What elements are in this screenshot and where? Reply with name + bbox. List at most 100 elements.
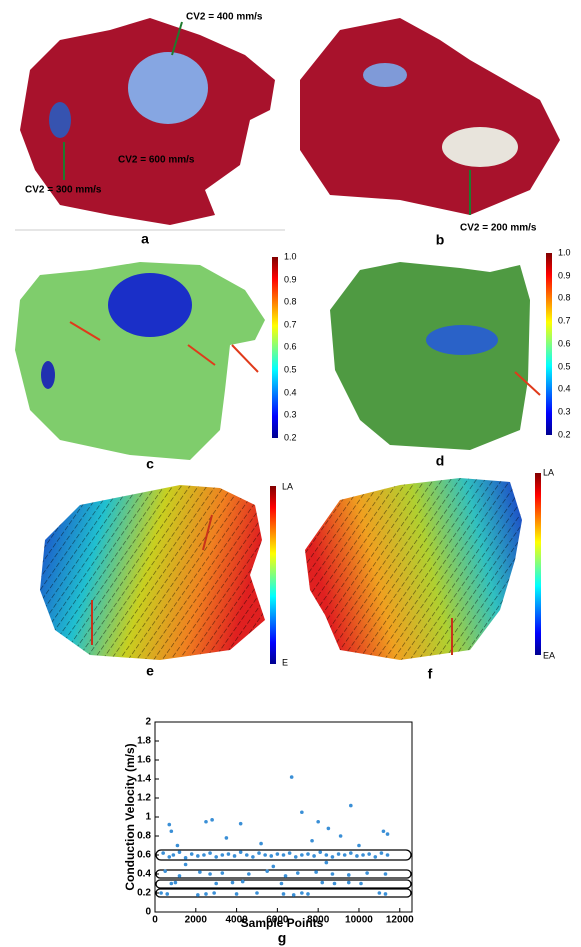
region	[49, 102, 71, 138]
x-tick-label: 2000	[185, 915, 208, 926]
region	[426, 325, 498, 355]
point	[170, 829, 174, 833]
point	[172, 853, 176, 857]
colorbar-label: 0.6	[284, 341, 297, 351]
point	[272, 865, 276, 869]
colorbar	[546, 253, 552, 435]
vector-field	[305, 478, 522, 660]
point	[257, 851, 261, 855]
y-tick-label: 1.8	[137, 736, 151, 747]
colorbar-label: 0.9	[284, 274, 297, 284]
panel-label: f	[428, 666, 433, 682]
colorbar-label: 0.8	[558, 292, 571, 302]
vector-field	[40, 485, 265, 660]
point	[357, 844, 361, 848]
panel-f: LA EA f	[305, 467, 555, 681]
point	[239, 850, 243, 854]
x-tick-label: 6000	[266, 915, 289, 926]
point	[196, 854, 200, 858]
point	[378, 891, 382, 895]
colorbar-label: 1.0	[558, 247, 571, 257]
colorbar	[272, 257, 278, 438]
annotation: CV2 = 600 mm/s	[118, 155, 195, 166]
point	[290, 775, 294, 779]
point	[382, 829, 386, 833]
point	[292, 893, 296, 897]
point	[365, 871, 369, 875]
point	[282, 892, 286, 896]
panel-e: LA E e	[40, 481, 293, 678]
point	[312, 854, 316, 858]
point	[314, 870, 318, 874]
point	[208, 872, 212, 876]
colorbar-label: 0.7	[558, 315, 571, 325]
point	[214, 882, 218, 886]
point	[198, 870, 202, 874]
heart-surface	[330, 262, 530, 450]
point	[347, 873, 351, 877]
point	[310, 839, 314, 843]
colorbar-label: 0.3	[284, 409, 297, 419]
point	[296, 871, 300, 875]
colorbar-label: 0.8	[284, 296, 297, 306]
point	[384, 872, 388, 876]
point	[306, 852, 310, 856]
point	[327, 827, 331, 831]
point	[255, 891, 259, 895]
point	[170, 882, 174, 886]
y-tick-label: 2	[145, 717, 151, 728]
point	[300, 853, 304, 857]
y-tick-label: 0	[145, 907, 151, 918]
point	[167, 823, 171, 827]
y-tick-label: 0.2	[137, 888, 151, 899]
region	[128, 52, 208, 124]
colorbar-label: 0.4	[284, 387, 297, 397]
point	[184, 863, 188, 867]
point	[259, 842, 263, 846]
point	[251, 855, 255, 859]
heart-surface	[300, 18, 560, 215]
point	[204, 892, 208, 896]
point	[239, 822, 243, 826]
x-tick-label: 10000	[345, 915, 373, 926]
point	[331, 872, 335, 876]
panel-label: d	[436, 453, 445, 469]
point	[367, 852, 371, 856]
point	[276, 852, 280, 856]
panel-label: e	[146, 663, 154, 679]
y-axis-label: Conduction Velocity (m/s)	[123, 743, 137, 890]
point	[294, 855, 298, 859]
point	[384, 892, 388, 896]
point	[373, 855, 377, 859]
point	[288, 851, 292, 855]
point	[165, 892, 169, 896]
point	[233, 854, 237, 858]
point	[280, 882, 284, 886]
colorbar	[535, 473, 541, 655]
region	[442, 127, 518, 167]
point	[361, 853, 365, 857]
x-tick-label: 0	[152, 915, 158, 926]
point	[300, 810, 304, 814]
point	[231, 881, 235, 885]
point	[282, 853, 286, 857]
point	[241, 880, 245, 884]
point	[284, 874, 288, 878]
point	[178, 874, 182, 878]
point	[208, 851, 212, 855]
panel-label: c	[146, 456, 154, 472]
point	[318, 850, 322, 854]
point	[163, 869, 167, 873]
point	[184, 856, 188, 860]
plot-area	[155, 722, 412, 912]
x-tick-label: 4000	[225, 915, 248, 926]
point	[245, 853, 249, 857]
point	[337, 852, 341, 856]
colorbar-label: EA	[543, 650, 555, 660]
region	[363, 63, 407, 87]
panel-a: CV2 = 400 mm/s CV2 = 600 mm/s CV2 = 300 …	[15, 12, 285, 247]
y-tick-label: 0.4	[137, 869, 151, 880]
colorbar-label: 0.7	[284, 319, 297, 329]
arrow	[232, 345, 258, 372]
colorbar-label: 0.3	[558, 406, 571, 416]
